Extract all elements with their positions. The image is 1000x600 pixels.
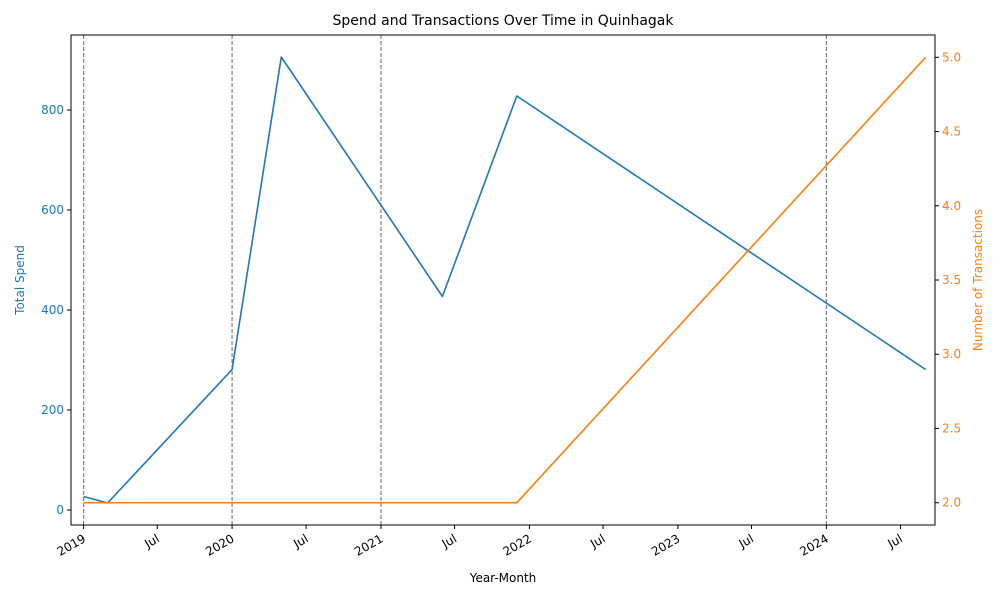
left-y-tick-label: 200 [41,403,64,417]
left-y-axis: 0 200 400 600 800 [41,103,71,517]
right-y-tick-label: 5.0 [942,50,961,64]
right-y-tick-label: 3.0 [942,347,961,361]
x-axis-label: Year-Month [469,571,537,585]
year-dividers [83,35,827,525]
x-tick-label: Jul [141,531,161,551]
x-tick-label: Jul [587,531,607,551]
right-y-tick-label: 4.5 [942,125,961,139]
left-y-axis-label: Total Spend [13,245,27,316]
left-y-tick-label: 800 [41,103,64,117]
right-y-axis: 2.0 2.5 3.0 3.5 4.0 4.5 5.0 [935,50,961,510]
transactions-line [83,56,927,504]
right-y-tick-label: 4.0 [942,199,961,213]
left-y-tick-label: 0 [56,503,64,517]
left-y-tick-label: 600 [41,203,64,217]
x-tick-label: Jul [885,531,905,551]
right-y-tick-label: 3.5 [942,273,961,287]
left-y-tick-label: 400 [41,303,64,317]
right-y-tick-label: 2.5 [942,421,961,435]
series-lines [83,56,927,504]
x-tick-label: Jul [290,531,310,551]
chart-title: Spend and Transactions Over Time in Quin… [333,13,675,29]
right-y-tick-label: 2.0 [942,496,961,510]
x-tick-label: Jul [439,531,459,551]
right-y-axis-label: Number of Transactions [971,209,985,351]
x-tick-label: Jul [736,531,756,551]
